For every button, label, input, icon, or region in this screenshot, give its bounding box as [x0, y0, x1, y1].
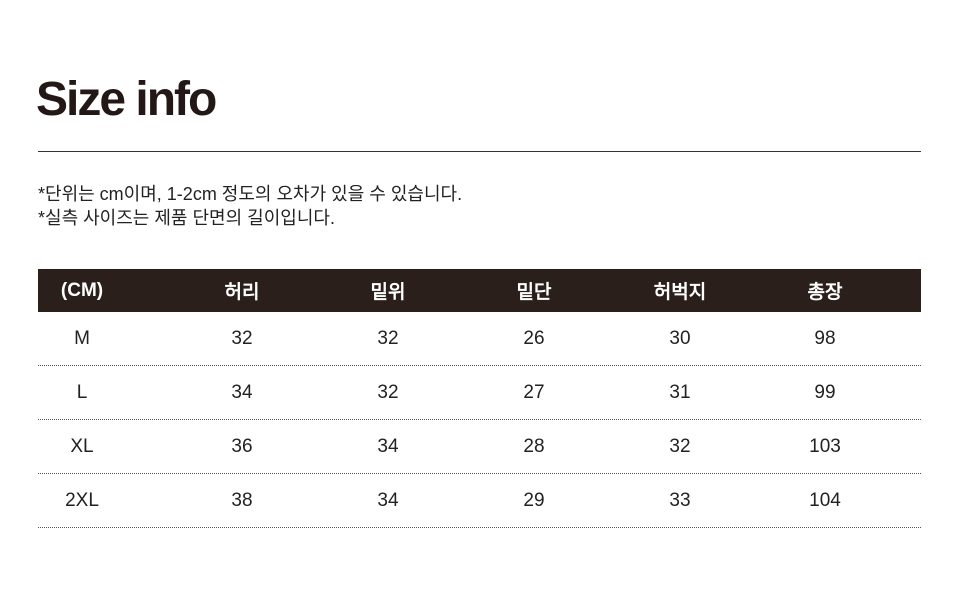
- cell-waist: 32: [231, 327, 253, 349]
- cell-hem: 27: [523, 381, 545, 403]
- cell-rise: 32: [377, 327, 399, 349]
- table-header: (CM) 허리 밑위 밑단 허벅지 총장: [38, 269, 921, 312]
- cell-rise: 34: [377, 489, 399, 511]
- cell-length: 103: [809, 435, 841, 457]
- cell-size: XL: [70, 435, 94, 457]
- header-thigh: 허벅지: [653, 282, 707, 303]
- divider: [38, 151, 921, 152]
- cell-thigh: 31: [669, 381, 691, 403]
- cell-waist: 38: [231, 489, 253, 511]
- table-row: XL 36 34 28 32 103: [38, 420, 921, 474]
- cell-length: 99: [814, 381, 836, 403]
- header-rise: 밑위: [370, 282, 406, 303]
- note-unit: *단위는 cm이며, 1-2cm 정도의 오차가 있을 수 있습니다.: [38, 184, 463, 204]
- page-title: Size info: [36, 73, 217, 126]
- table-row: M 32 32 26 30 98: [38, 312, 921, 366]
- header-length: 총장: [807, 282, 843, 303]
- header-size: (CM): [60, 279, 104, 301]
- cell-waist: 36: [231, 435, 253, 457]
- cell-rise: 32: [377, 381, 399, 403]
- cell-hem: 29: [523, 489, 545, 511]
- header-waist: 허리: [224, 282, 260, 303]
- table-row: L 34 32 27 31 99: [38, 366, 921, 420]
- cell-waist: 34: [231, 381, 253, 403]
- cell-rise: 34: [377, 435, 399, 457]
- size-table: (CM) 허리 밑위 밑단 허벅지 총장 M 32 32 26 30 98 L 34 32 27 31 99 XL…: [38, 269, 921, 528]
- cell-hem: 28: [523, 435, 545, 457]
- header-hem: 밑단: [516, 282, 552, 303]
- table-row: 2XL 38 34 29 33 104: [38, 474, 921, 528]
- cell-size: L: [76, 381, 88, 403]
- cell-thigh: 32: [669, 435, 691, 457]
- cell-hem: 26: [523, 327, 545, 349]
- note-measurement: *실측 사이즈는 제품 단면의 길이입니다.: [38, 208, 335, 228]
- cell-size: M: [74, 327, 90, 349]
- cell-length: 98: [814, 327, 836, 349]
- cell-thigh: 30: [669, 327, 691, 349]
- cell-size: 2XL: [65, 489, 99, 511]
- cell-length: 104: [809, 489, 841, 511]
- notes: *단위는 cm이며, 1-2cm 정도의 오차가 있을 수 있습니다. *실측 …: [38, 182, 462, 230]
- cell-thigh: 33: [669, 489, 691, 511]
